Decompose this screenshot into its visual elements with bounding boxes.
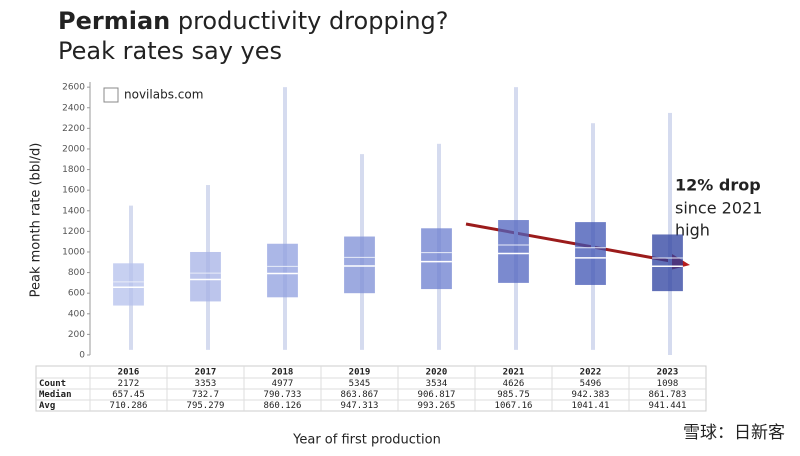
title-rest: productivity dropping? — [178, 7, 449, 35]
table-cell: 1067.16 — [495, 401, 533, 411]
logo — [103, 87, 119, 103]
box — [344, 236, 375, 294]
y-tick-label: 1400 — [62, 206, 85, 216]
column-header: 2021 — [503, 368, 525, 378]
x-axis-label: Year of first production — [292, 433, 441, 448]
box — [498, 220, 529, 283]
column-header: 2023 — [657, 368, 679, 378]
y-tick-label: 2400 — [62, 103, 85, 113]
column-header: 2022 — [580, 368, 602, 378]
row-label: Count — [39, 379, 66, 389]
source: novilabs.com — [124, 88, 203, 102]
column-header: 2017 — [195, 368, 217, 378]
box — [421, 228, 452, 290]
table-cell: 2172 — [118, 379, 140, 389]
subtitle: Peak rates say yes — [58, 37, 282, 65]
watermark: 雪球：日新客 — [683, 423, 785, 443]
table-cell: 4977 — [272, 379, 294, 389]
y-tick-label: 400 — [68, 309, 85, 319]
y-tick-label: 0 — [79, 351, 85, 361]
table-cell: 5345 — [349, 379, 371, 389]
table-cell: 3353 — [195, 379, 217, 389]
title-bold: Permian — [58, 7, 170, 35]
annotation: since 2021 — [675, 199, 762, 218]
column-header: 2018 — [272, 368, 294, 378]
y-tick-label: 200 — [68, 330, 85, 340]
table-cell: 947.313 — [341, 401, 379, 411]
column-header: 2016 — [118, 368, 140, 378]
box — [267, 243, 298, 298]
table-cell: 790.733 — [264, 390, 302, 400]
y-tick-label: 2000 — [62, 144, 85, 154]
box — [575, 222, 606, 285]
y-tick-label: 2200 — [62, 124, 85, 134]
y-tick-label: 1000 — [62, 247, 85, 257]
table-cell: 3534 — [426, 379, 448, 389]
y-axis-label: Peak month rate (bbl/d) — [29, 143, 44, 298]
annotation: high — [675, 221, 710, 240]
table-cell: 906.817 — [418, 390, 456, 400]
whisker — [668, 112, 672, 355]
table-cell: 657.45 — [112, 390, 145, 400]
column-header: 2020 — [426, 368, 448, 378]
table-cell: 732.7 — [192, 390, 219, 400]
table-cell: 5496 — [580, 379, 602, 389]
y-tick-label: 600 — [68, 289, 85, 299]
table-cell: 860.126 — [264, 401, 302, 411]
trend-arrow — [465, 222, 677, 264]
whisker — [514, 87, 518, 350]
column-header: 2019 — [349, 368, 371, 378]
y-tick-label: 1600 — [62, 186, 85, 196]
y-tick-label: 1800 — [62, 165, 85, 175]
annotation: 12% drop — [675, 176, 761, 195]
table-cell: 993.265 — [418, 401, 456, 411]
table-cell: 795.279 — [187, 401, 225, 411]
y-tick-label: 800 — [68, 268, 85, 278]
table-cell: 1041.41 — [572, 401, 610, 411]
box — [190, 251, 221, 302]
table-cell: 863.867 — [341, 390, 379, 400]
table-cell: 710.286 — [110, 401, 148, 411]
table-cell: 861.783 — [649, 390, 687, 400]
box — [652, 234, 683, 292]
y-tick-label: 1200 — [62, 227, 85, 237]
table-cell: 1098 — [657, 379, 679, 389]
y-tick-label: 2600 — [62, 83, 85, 93]
whisker — [283, 87, 287, 350]
table-cell: 985.75 — [497, 390, 530, 400]
title: Permian productivity dropping? — [58, 7, 449, 35]
row-label: Median — [39, 389, 72, 400]
row-label: Avg — [39, 401, 55, 411]
box — [113, 263, 144, 306]
table-cell: 941.441 — [649, 401, 687, 411]
table-cell: 942.383 — [572, 390, 610, 400]
table-cell: 4626 — [503, 379, 525, 389]
